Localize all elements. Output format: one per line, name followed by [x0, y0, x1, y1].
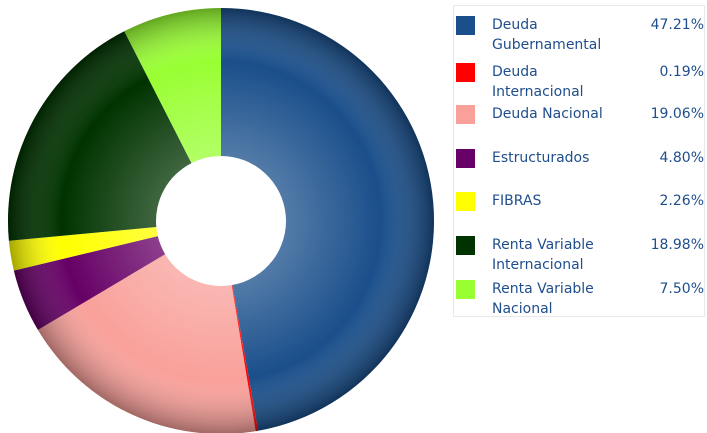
legend-swatch: [456, 280, 475, 299]
donut-slice: [221, 8, 434, 431]
legend-value: 7.50%: [659, 281, 704, 297]
legend-swatch: [456, 236, 475, 255]
legend-label: Estructurados: [492, 150, 590, 166]
legend-label: Renta Variable Internacional: [492, 237, 594, 273]
legend-label: FIBRAS: [492, 193, 542, 209]
legend-swatch: [456, 63, 475, 82]
legend-swatch: [456, 16, 475, 35]
legend-label: Deuda Nacional: [492, 106, 603, 122]
legend-swatch: [456, 192, 475, 211]
legend-swatch: [456, 105, 475, 124]
legend-value: 0.19%: [659, 64, 704, 80]
legend-value: 19.06%: [650, 106, 704, 122]
legend-label: Deuda Gubernamental: [492, 17, 602, 53]
legend-value: 2.26%: [659, 193, 704, 209]
legend-label: Renta Variable Nacional: [492, 281, 594, 317]
legend-value: 47.21%: [650, 17, 704, 33]
legend-value: 4.80%: [659, 150, 704, 166]
legend: Deuda Gubernamental 47.21% Deuda Internaci…: [453, 5, 705, 317]
legend-value: 18.98%: [650, 237, 704, 253]
legend-swatch: [456, 149, 475, 168]
chart: [8, 8, 434, 433]
legend-label: Deuda Internacional: [492, 64, 584, 100]
